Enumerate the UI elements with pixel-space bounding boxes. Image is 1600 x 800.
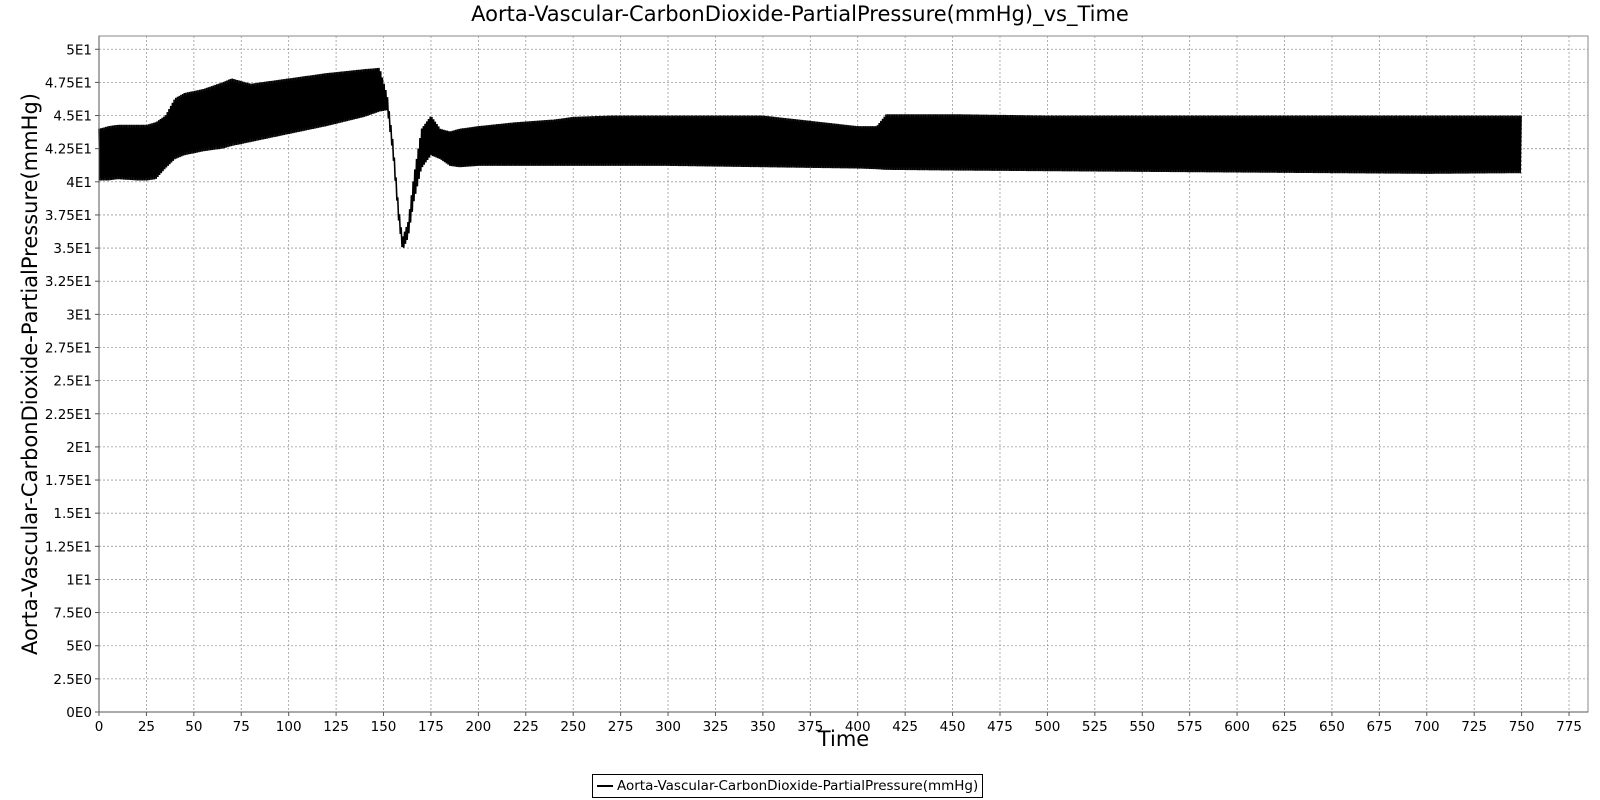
x-tick-label: 625: [1272, 719, 1298, 735]
x-tick-label: 175: [418, 719, 444, 735]
y-tick-label: 1.75E1: [45, 473, 92, 489]
series-line: [98, 67, 1522, 248]
chart-title: Aorta-Vascular-CarbonDioxide-PartialPres…: [471, 2, 1129, 26]
y-tick-label: 4.75E1: [45, 75, 92, 91]
y-axis-label: Aorta-Vascular-CarbonDioxide-PartialPres…: [18, 93, 42, 655]
x-tick-label: 0: [95, 719, 104, 735]
x-tick-label: 200: [465, 719, 491, 735]
x-tick-label: 475: [987, 719, 1013, 735]
x-tick-label: 600: [1224, 719, 1250, 735]
y-tick-label: 4.5E1: [53, 109, 92, 125]
x-tick-label: 100: [276, 719, 302, 735]
y-tick-label: 1.5E1: [53, 506, 92, 522]
y-tick-label: 3.25E1: [45, 274, 92, 290]
legend-swatch: [597, 785, 613, 787]
x-tick-label: 125: [323, 719, 349, 735]
x-tick-label: 775: [1556, 719, 1582, 735]
axes: [95, 36, 1588, 716]
x-tick-label: 550: [1129, 719, 1155, 735]
x-tick-label: 575: [1177, 719, 1203, 735]
y-tick-label: 2E1: [66, 440, 92, 456]
y-tick-label: 4E1: [66, 175, 92, 191]
y-tick-label: 2.5E0: [53, 672, 92, 688]
y-tick-label: 5E0: [66, 639, 92, 655]
x-tick-label: 700: [1414, 719, 1440, 735]
y-tick-label: 1E1: [66, 572, 92, 588]
x-tick-label: 325: [703, 719, 729, 735]
tick-labels: 0 25 50 75 100 125 150 175 200 225 250 275 300 325 350…: [45, 42, 1582, 735]
x-tick-label: 250: [560, 719, 586, 735]
y-tick-label: 5E1: [66, 42, 92, 58]
x-tick-label: 225: [513, 719, 539, 735]
legend-label: Aorta-Vascular-CarbonDioxide-PartialPres…: [617, 778, 979, 794]
x-tick-label: 300: [655, 719, 681, 735]
x-tick-label: 375: [797, 719, 823, 735]
y-tick-label: 2.75E1: [45, 340, 92, 356]
y-tick-label: 3.75E1: [45, 208, 92, 224]
x-tick-label: 650: [1319, 719, 1345, 735]
x-tick-label: 350: [750, 719, 776, 735]
y-tick-label: 1.25E1: [45, 539, 92, 555]
x-tick-label: 500: [1035, 719, 1061, 735]
x-tick-label: 150: [371, 719, 397, 735]
series-layer: [98, 67, 1522, 248]
x-tick-label: 675: [1366, 719, 1392, 735]
x-tick-label: 75: [233, 719, 250, 735]
x-tick-label: 450: [940, 719, 966, 735]
y-tick-label: 3.5E1: [53, 241, 92, 257]
x-tick-label: 275: [608, 719, 634, 735]
x-axis-label: Time: [817, 727, 869, 751]
x-tick-label: 525: [1082, 719, 1108, 735]
x-tick-label: 425: [892, 719, 918, 735]
y-tick-label: 2.5E1: [53, 374, 92, 390]
y-tick-label: 4.25E1: [45, 142, 92, 158]
legend: Aorta-Vascular-CarbonDioxide-PartialPres…: [592, 774, 984, 798]
y-tick-label: 2.25E1: [45, 407, 92, 423]
y-tick-label: 0E0: [66, 705, 92, 721]
x-tick-label: 50: [185, 719, 202, 735]
x-tick-label: 400: [845, 719, 871, 735]
x-tick-label: 25: [138, 719, 155, 735]
y-tick-label: 3E1: [66, 307, 92, 323]
x-tick-label: 725: [1461, 719, 1487, 735]
x-tick-label: 750: [1509, 719, 1535, 735]
y-tick-label: 7.5E0: [53, 606, 92, 622]
